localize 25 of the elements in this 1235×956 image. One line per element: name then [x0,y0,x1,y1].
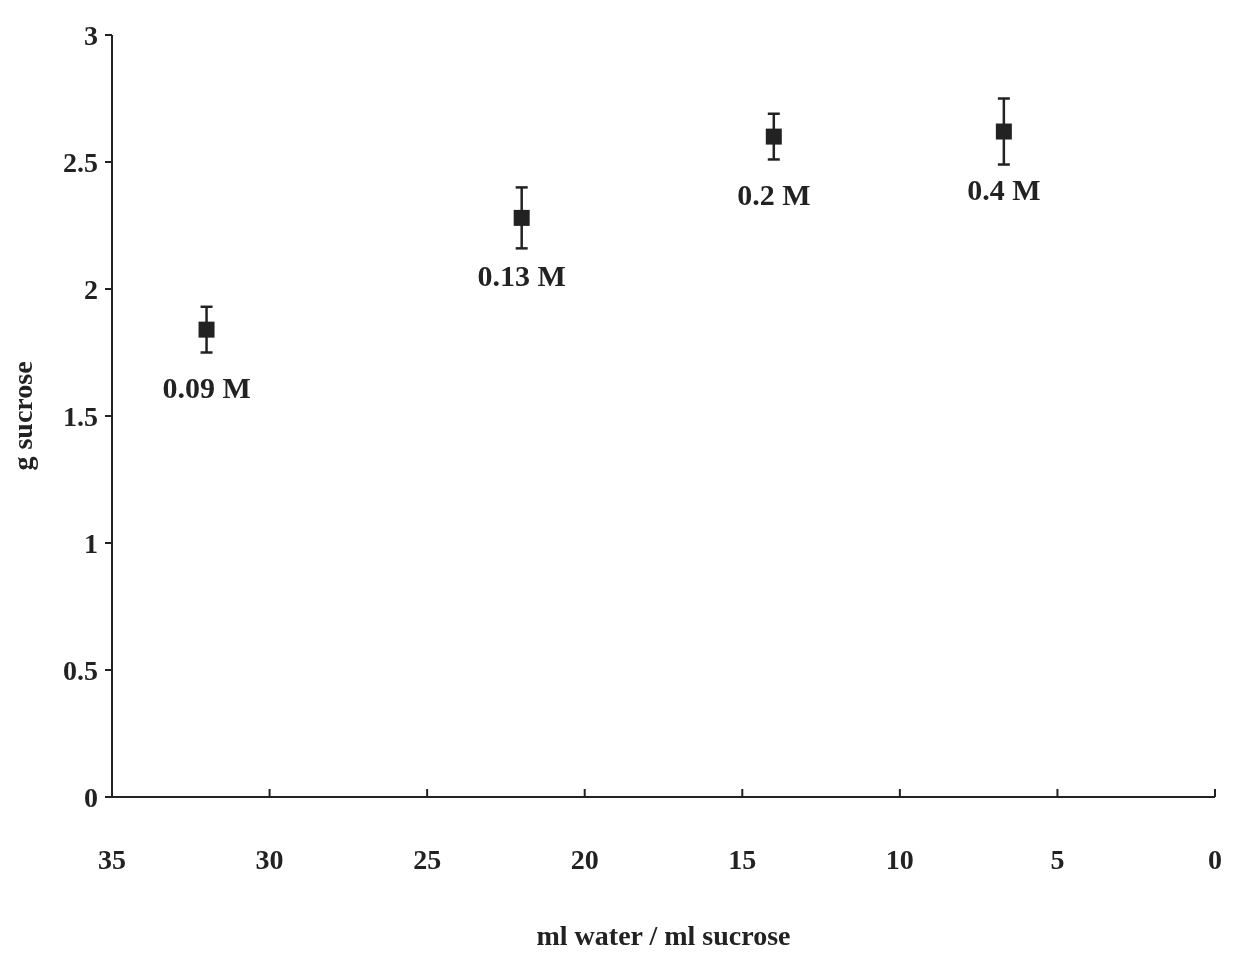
point [995,123,1012,140]
x-tick-label: 0 [1208,844,1222,875]
annotation: 0.09 M [162,370,251,404]
x-tick-label: 25 [413,844,442,875]
y-tick-label: 1.5 [63,400,98,432]
annotation: 0.13 M [477,258,566,292]
point [513,209,530,226]
x-tick-label: 30 [255,844,284,875]
y-axis-title: g sucrose [7,361,38,471]
y-tick-label: 1 [84,527,98,559]
y-tick-label: 2.5 [63,146,98,178]
x-tick-label: 5 [1050,844,1065,875]
y-tick-label: 0 [84,781,98,813]
x-tick-label: 35 [98,844,126,875]
point [198,321,215,338]
x-tick-label: 20 [570,844,599,875]
point [765,128,782,145]
y-tick-label: 0.5 [63,654,98,686]
x-tick-label: 10 [885,844,914,875]
y-tick-label: 3 [84,19,98,51]
annotation: 0.4 M [967,172,1041,206]
y-tick-label: 2 [84,273,98,305]
x-axis-title: ml water / ml sucrose [536,920,791,951]
x-tick-label: 15 [728,844,757,875]
annotation: 0.2 M [737,177,811,211]
